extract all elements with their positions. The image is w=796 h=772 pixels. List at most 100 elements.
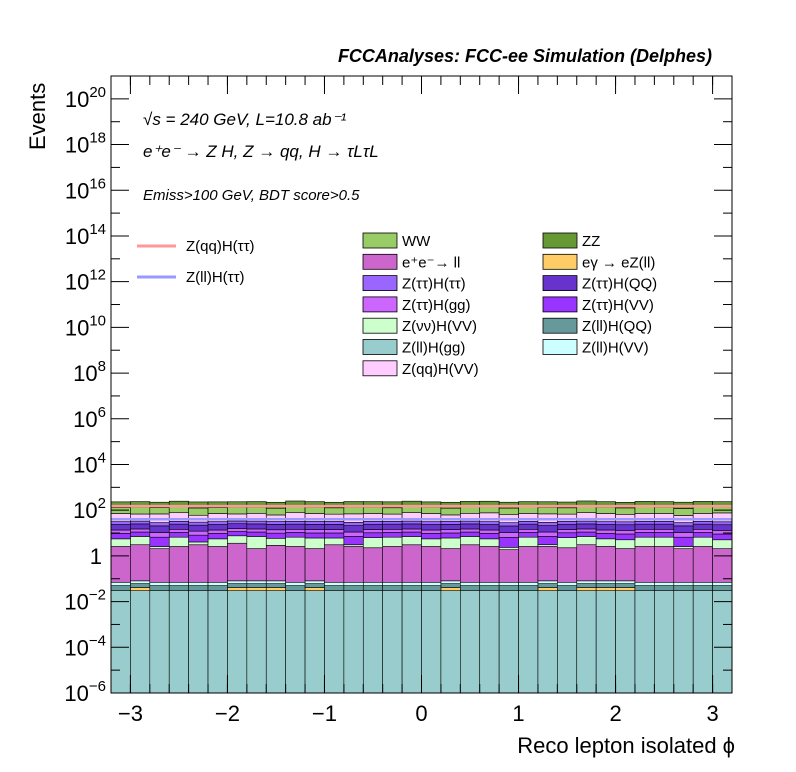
bar xyxy=(188,590,209,694)
bar xyxy=(130,544,151,582)
bar xyxy=(149,548,170,583)
bar xyxy=(304,537,325,549)
bar xyxy=(595,506,616,514)
bar xyxy=(712,539,733,549)
bar xyxy=(246,531,267,537)
bar xyxy=(149,581,170,586)
bar xyxy=(110,521,131,525)
bar xyxy=(362,523,383,530)
bar xyxy=(421,524,442,531)
legend-label: WW xyxy=(402,233,431,250)
bar xyxy=(557,590,578,694)
bar xyxy=(130,506,151,515)
bar xyxy=(712,590,733,694)
bar xyxy=(110,524,131,531)
bar xyxy=(285,590,306,694)
bar xyxy=(188,541,209,546)
x-tick-label: −2 xyxy=(215,701,240,726)
legend-swatch xyxy=(362,232,398,249)
bar xyxy=(576,531,597,537)
bar xyxy=(518,581,539,586)
bar xyxy=(362,590,383,694)
bar xyxy=(518,529,539,533)
bar xyxy=(537,525,558,533)
bar xyxy=(615,548,636,582)
bar xyxy=(595,524,616,531)
bar xyxy=(498,532,519,538)
bar xyxy=(285,532,306,538)
bar xyxy=(440,587,461,591)
bar xyxy=(285,581,306,586)
bar xyxy=(460,531,481,537)
bar xyxy=(227,506,248,515)
bar xyxy=(168,536,189,547)
bar xyxy=(304,532,325,539)
bar xyxy=(654,506,675,514)
y-tick-label: 1010 xyxy=(65,312,106,340)
bar xyxy=(673,585,694,591)
bar xyxy=(207,538,228,547)
bar xyxy=(440,521,461,525)
legend-label: Z(ττ)H(VV) xyxy=(582,297,654,314)
bar xyxy=(227,542,248,582)
y-tick-label: 104 xyxy=(73,449,106,477)
bar xyxy=(343,546,364,583)
bar xyxy=(654,523,675,530)
legend-label: Z(ττ)H(ττ) xyxy=(402,276,466,293)
bar xyxy=(440,507,461,516)
bar xyxy=(265,580,286,584)
bar xyxy=(207,533,228,540)
bar xyxy=(673,522,694,527)
bar xyxy=(188,507,209,516)
bar xyxy=(615,580,636,584)
bar xyxy=(654,581,675,586)
bar xyxy=(304,590,325,694)
bar xyxy=(207,529,228,534)
bar xyxy=(421,538,442,547)
bar xyxy=(130,580,151,584)
bar xyxy=(207,524,228,531)
series-Z(ll)H(gg) xyxy=(110,590,733,694)
bar xyxy=(149,546,170,549)
x-tick-label: −3 xyxy=(118,701,143,726)
bar xyxy=(304,580,325,584)
x-tick-label: 1 xyxy=(512,701,524,726)
bar xyxy=(673,590,694,694)
bar xyxy=(285,529,306,533)
bar xyxy=(576,536,597,546)
bar xyxy=(498,590,519,694)
bar xyxy=(595,533,616,540)
bar xyxy=(401,520,422,525)
bar xyxy=(634,521,655,525)
bar xyxy=(401,585,422,591)
bar xyxy=(110,581,131,586)
bar xyxy=(168,521,189,525)
bar xyxy=(130,531,151,537)
bar xyxy=(168,585,189,591)
y-tick-label: 1012 xyxy=(65,267,106,295)
legend: Z(qq)H(ττ) Z(ll)H(ττ) WW ZZ e⁺e⁻→ ll eγ → eZ(… xyxy=(137,232,657,378)
legend-swatch xyxy=(362,360,398,377)
bar xyxy=(382,536,403,547)
bar xyxy=(168,590,189,694)
bar xyxy=(654,590,675,694)
series-WW xyxy=(110,505,733,516)
bar xyxy=(479,585,500,591)
bar xyxy=(673,581,694,586)
legend-label: Z(ll)H(VV) xyxy=(582,340,649,357)
bar xyxy=(304,506,325,514)
bar xyxy=(227,587,248,591)
bar xyxy=(692,590,713,694)
y-axis-label: Events xyxy=(25,83,50,150)
y-tick-label: 10−6 xyxy=(64,678,106,706)
bar xyxy=(362,529,383,534)
bar xyxy=(246,528,267,533)
bar xyxy=(265,532,286,539)
bar xyxy=(498,522,519,527)
bar xyxy=(595,587,616,591)
bar xyxy=(285,536,306,547)
bar xyxy=(110,590,131,694)
bar xyxy=(615,539,636,549)
bar xyxy=(110,533,131,540)
bar xyxy=(712,533,733,541)
